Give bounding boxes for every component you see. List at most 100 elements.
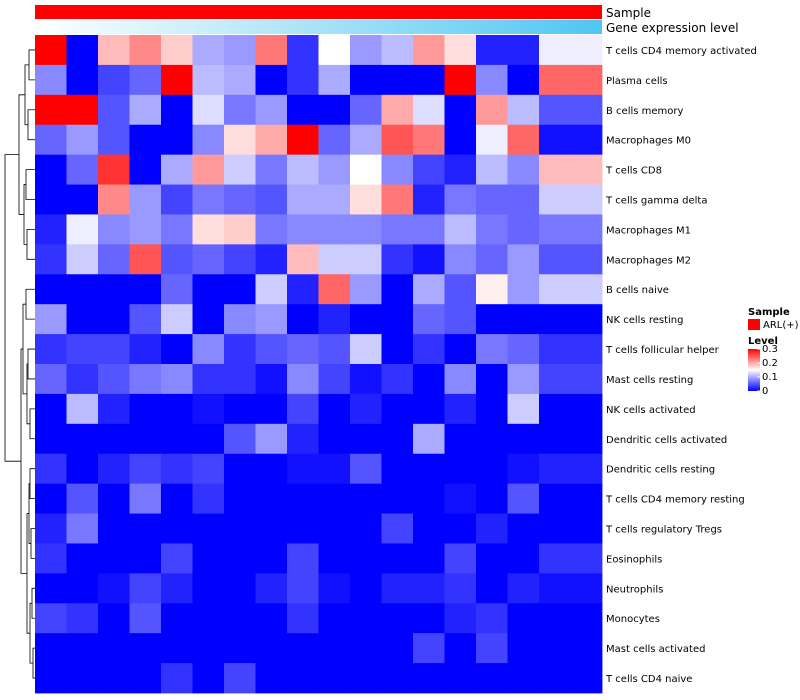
heatmap-cell bbox=[381, 603, 414, 634]
heatmap-cell bbox=[129, 603, 162, 634]
heatmap-cell bbox=[66, 483, 99, 514]
heatmap-cell bbox=[350, 304, 382, 335]
heatmap-cell bbox=[413, 274, 445, 305]
row-label: B cells naive bbox=[606, 285, 669, 296]
heatmap-cell bbox=[444, 124, 477, 156]
heatmap-cell bbox=[129, 453, 162, 485]
heatmap-cell bbox=[476, 663, 508, 694]
heatmap-cell bbox=[350, 423, 382, 455]
heatmap-cell bbox=[570, 543, 603, 574]
heatmap-cell bbox=[476, 274, 508, 305]
heatmap-cell bbox=[444, 364, 477, 395]
heatmap-cell bbox=[66, 393, 99, 425]
heatmap-cells bbox=[35, 35, 603, 694]
heatmap-cell bbox=[287, 214, 319, 245]
heatmap-cell bbox=[287, 573, 319, 604]
heatmap-cell bbox=[507, 334, 540, 365]
heatmap-cell bbox=[507, 453, 540, 485]
heatmap-cell bbox=[98, 423, 130, 455]
heatmap-cell bbox=[539, 124, 571, 156]
heatmap-cell bbox=[192, 603, 225, 634]
heatmap-cell bbox=[287, 94, 319, 126]
heatmap-cell bbox=[476, 483, 508, 514]
row-label: Eosinophils bbox=[606, 554, 662, 565]
row-label: Dendritic cells activated bbox=[606, 435, 727, 446]
heatmap-cell bbox=[255, 603, 288, 634]
heatmap-cell bbox=[98, 214, 130, 245]
heatmap-cell bbox=[350, 543, 382, 574]
heatmap-cell bbox=[66, 334, 99, 365]
heatmap-cell bbox=[255, 274, 288, 305]
heatmap-cell bbox=[350, 214, 382, 245]
heatmap-cell bbox=[507, 124, 540, 156]
heatmap-cell bbox=[350, 393, 382, 425]
heatmap-cell bbox=[318, 304, 351, 335]
heatmap-cell bbox=[192, 214, 225, 245]
heatmap-cell bbox=[476, 124, 508, 156]
heatmap-cell bbox=[318, 393, 351, 425]
heatmap-cell bbox=[192, 423, 225, 455]
row-label: Macrophages M0 bbox=[606, 136, 691, 147]
heatmap-cell bbox=[255, 35, 288, 66]
heatmap-cell bbox=[224, 124, 256, 156]
legend-level-tick-label: 0.3 bbox=[762, 344, 778, 355]
heatmap-cell bbox=[444, 663, 477, 694]
heatmap-cell bbox=[570, 573, 603, 604]
heatmap-cell bbox=[287, 543, 319, 574]
heatmap-cell bbox=[224, 154, 256, 185]
heatmap-cell bbox=[476, 543, 508, 574]
heatmap-cell bbox=[507, 274, 540, 305]
heatmap-cell bbox=[413, 483, 445, 514]
heatmap-cell bbox=[35, 513, 67, 544]
heatmap-cell bbox=[444, 453, 477, 485]
heatmap-cell bbox=[318, 214, 351, 245]
heatmap-cell bbox=[570, 124, 603, 156]
heatmap-cell bbox=[444, 154, 477, 185]
heatmap-cell bbox=[381, 483, 414, 514]
heatmap-cell bbox=[570, 513, 603, 544]
dendrogram-branch bbox=[29, 408, 35, 440]
heatmap-cell bbox=[413, 304, 445, 335]
heatmap-cell bbox=[35, 423, 67, 455]
heatmap-cell bbox=[161, 663, 193, 694]
heatmap-cell bbox=[98, 663, 130, 694]
heatmap-cell bbox=[444, 304, 477, 335]
heatmap-cell bbox=[413, 453, 445, 485]
heatmap-cell bbox=[413, 94, 445, 126]
heatmap-cell bbox=[255, 334, 288, 365]
dendrogram-branch bbox=[30, 528, 35, 559]
heatmap-cell bbox=[318, 663, 351, 694]
dendrogram-branch bbox=[20, 348, 27, 574]
heatmap-cell bbox=[444, 513, 477, 544]
heatmap-cell bbox=[287, 244, 319, 275]
heatmap-cell bbox=[287, 64, 319, 96]
heatmap-cell bbox=[318, 633, 351, 664]
heatmap-cell bbox=[98, 334, 130, 365]
heatmap-cell bbox=[66, 35, 99, 66]
heatmap-cell bbox=[287, 304, 319, 335]
heatmap-cell bbox=[35, 364, 67, 395]
heatmap-cell bbox=[444, 184, 477, 215]
heatmap-cell bbox=[476, 364, 508, 395]
heatmap-cell bbox=[224, 663, 256, 694]
heatmap-cell bbox=[570, 663, 603, 694]
heatmap-cell bbox=[381, 214, 414, 245]
heatmap-cell bbox=[35, 94, 67, 126]
heatmap-cell bbox=[318, 184, 351, 215]
heatmap-cell bbox=[381, 154, 414, 185]
heatmap-cell bbox=[98, 513, 130, 544]
heatmap-cell bbox=[381, 513, 414, 544]
heatmap-cell bbox=[161, 35, 193, 66]
heatmap-cell bbox=[318, 423, 351, 455]
gene-expression-track-label: Gene expression level bbox=[606, 21, 739, 35]
heatmap-cell bbox=[570, 94, 603, 126]
dendrogram-branch bbox=[27, 348, 35, 380]
heatmap-cell bbox=[161, 393, 193, 425]
dendrogram-branch bbox=[31, 587, 35, 619]
heatmap-cell bbox=[287, 334, 319, 365]
heatmap-cell bbox=[413, 334, 445, 365]
heatmap-cell bbox=[476, 633, 508, 664]
heatmap-cell bbox=[161, 184, 193, 215]
heatmap-cell bbox=[507, 603, 540, 634]
heatmap-cell bbox=[381, 35, 414, 66]
